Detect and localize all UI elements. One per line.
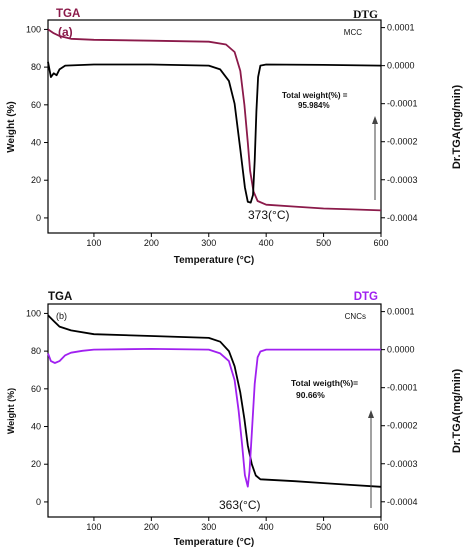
- tga-line: [47, 314, 382, 488]
- y2-tick-label: -0.0002: [387, 421, 418, 431]
- x-tick-label: 400: [259, 522, 274, 532]
- y-tick-label: 20: [31, 459, 41, 469]
- y2-tick-label: 0.0000: [387, 61, 415, 71]
- y2-tick-label: -0.0004: [387, 213, 418, 223]
- panel-a-arrow-head: [372, 116, 378, 124]
- panel-b-x-axis-title: Temperature (°C): [174, 537, 255, 548]
- y-tick-label: 0: [36, 497, 41, 507]
- x-tick-label: 300: [201, 238, 216, 248]
- y2-tick-label: 0.0000: [387, 345, 415, 355]
- panel-b-axes: 100 200 300 400 500 600 0 20 40 60 80 100 0.0001 0.00…: [26, 307, 418, 532]
- panel-b-dtg-header: DTG: [354, 291, 378, 303]
- dtg-line: [47, 61, 382, 204]
- x-tick-label: 100: [86, 522, 101, 532]
- panel-a-total-weight-label: Total weight(%) =: [282, 91, 348, 100]
- y2-tick-label: -0.0001: [387, 383, 418, 393]
- y-tick-label: 40: [31, 422, 41, 432]
- y-tick-label: 40: [31, 138, 41, 148]
- panel-a-y-axis-title: Weight (%): [6, 101, 17, 152]
- y-tick-label: 20: [31, 175, 41, 185]
- y2-tick-label: -0.0003: [387, 459, 418, 469]
- y-tick-label: 100: [26, 24, 41, 34]
- y-tick-label: 60: [31, 100, 41, 110]
- panel-a-dtg-header: DTG: [353, 9, 378, 21]
- panel-b-chart: TGA DTG (b) CNCs 100 200 300 400 500 600 0 20 40…: [6, 291, 463, 548]
- y-tick-label: 60: [31, 384, 41, 394]
- x-tick-label: 400: [259, 238, 274, 248]
- x-tick-label: 500: [316, 522, 331, 532]
- panel-b-total-weight-label: Total weigth(%)=: [291, 378, 358, 388]
- panel-a-tga-header: TGA: [56, 8, 80, 20]
- x-tick-label: 200: [144, 522, 159, 532]
- panel-b-arrow-head: [368, 410, 374, 418]
- panel-b-total-weight-value: 90.66%: [296, 390, 325, 400]
- x-tick-label: 500: [316, 238, 331, 248]
- x-tick-label: 300: [201, 522, 216, 532]
- x-tick-label: 100: [86, 238, 101, 248]
- panel-b-y2-axis-title: Dr.TGA(mg/min): [451, 369, 463, 454]
- x-tick-label: 600: [373, 522, 388, 532]
- y-tick-label: 80: [31, 346, 41, 356]
- y2-tick-label: -0.0001: [387, 99, 418, 109]
- y-tick-label: 0: [36, 213, 41, 223]
- panel-a-y2-axis-title: Dr.TGA(mg/min): [451, 85, 463, 170]
- panel-b-tga-header: TGA: [48, 291, 72, 303]
- panel-b-sample-label: CNCs: [345, 312, 366, 321]
- panel-a-label: (a): [58, 25, 73, 39]
- x-tick-label: 200: [144, 238, 159, 248]
- panel-a-x-axis-title: Temperature (°C): [174, 255, 255, 266]
- panel-a-peak-label: 373(°C): [248, 208, 289, 222]
- y-tick-label: 80: [31, 62, 41, 72]
- panel-b-series: [47, 314, 382, 488]
- x-tick-label: 600: [373, 238, 388, 248]
- y2-tick-label: -0.0003: [387, 175, 418, 185]
- panel-b-peak-label: 363(°C): [219, 498, 260, 512]
- dtg-line: [47, 348, 381, 488]
- panel-a-total-weight-value: 95.984%: [298, 101, 330, 110]
- y2-tick-label: -0.0004: [387, 497, 418, 507]
- panel-a-frame: [47, 19, 382, 234]
- tga-line: [47, 28, 382, 212]
- panel-a-axes: 100 200 300 400 500 600 0 20 40 60 80 100 0.0001 0.00…: [26, 23, 418, 248]
- y2-tick-label: 0.0001: [387, 23, 415, 33]
- panel-a-sample-label: MCC: [344, 28, 362, 37]
- panel-a-series: [47, 28, 382, 212]
- y2-tick-label: -0.0002: [387, 137, 418, 147]
- panel-b-label: (b): [56, 311, 67, 321]
- panel-b-frame: [47, 303, 382, 518]
- panel-b-y-axis-title: Weight (%): [6, 388, 16, 434]
- y-tick-label: 100: [26, 308, 41, 318]
- y2-tick-label: 0.0001: [387, 307, 415, 317]
- panel-a-chart: TGA DTG (a) MCC 100 200 300 400 500 600 0 20 40 6…: [6, 8, 463, 266]
